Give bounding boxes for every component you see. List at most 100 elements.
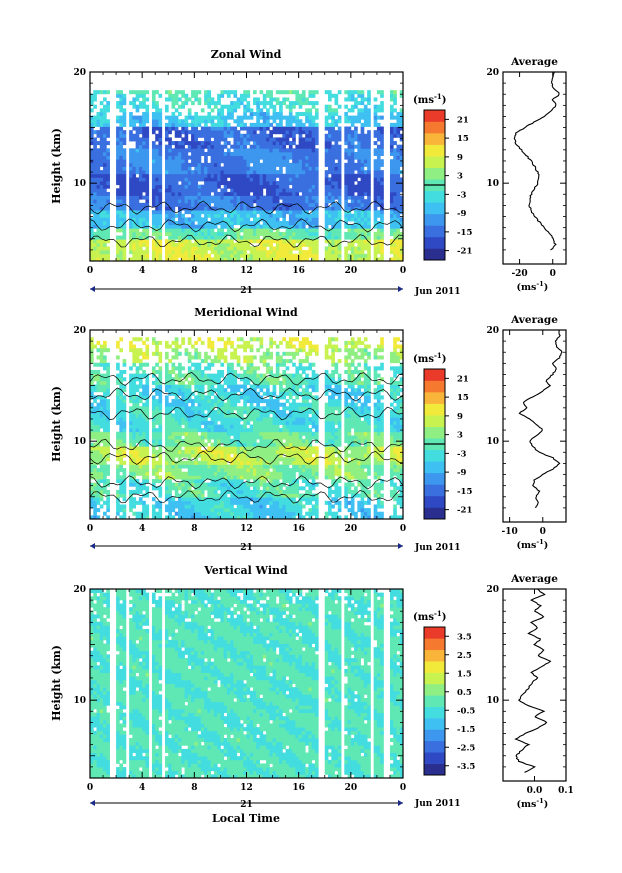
heatmap-cell [119, 504, 123, 509]
colorbar-swatch [424, 156, 445, 168]
heatmap-cell [282, 115, 287, 120]
heatmap-cell [194, 191, 198, 196]
heatmap-cell [207, 395, 212, 400]
heatmap-cell [106, 417, 110, 422]
heatmap-cell [275, 144, 280, 149]
heatmap-cell [151, 155, 156, 160]
heatmap-cell [181, 90, 185, 95]
heatmap-cell [220, 173, 225, 178]
heatmap-cell [204, 173, 208, 178]
heatmap-cell [142, 221, 146, 226]
heatmap-cell [393, 250, 397, 255]
heatmap-cell [142, 181, 146, 186]
heatmap-cell [314, 148, 319, 153]
heatmap-cell [305, 159, 309, 164]
heatmap-cell [119, 428, 123, 433]
heatmap-cell [119, 93, 123, 98]
heatmap-cell [90, 184, 94, 189]
heatmap-cell [262, 181, 267, 186]
heatmap-cell [116, 442, 120, 447]
heatmap-cell [207, 489, 212, 494]
heatmap-cell [178, 224, 182, 229]
heatmap-cell [119, 181, 123, 186]
heatmap-cell [256, 257, 260, 261]
heatmap-cell [116, 155, 120, 160]
heatmap-cell [308, 115, 313, 120]
heatmap-cell [328, 221, 332, 226]
heatmap-cell [331, 217, 335, 222]
heatmap-cell [151, 471, 156, 476]
heatmap-cell [396, 184, 401, 189]
heatmap-cell [239, 191, 244, 196]
heatmap-cell [129, 446, 133, 451]
colorbar-swatch [424, 167, 445, 180]
heatmap-cell [298, 246, 303, 251]
heatmap-cell [106, 170, 110, 175]
heatmap-cell [334, 224, 339, 229]
heatmap-cell [347, 217, 352, 222]
heatmap-cell [393, 166, 397, 171]
heatmap-cell [174, 337, 179, 342]
heatmap-cell [233, 221, 238, 226]
heatmap-cell [191, 170, 195, 175]
heatmap-cell [259, 133, 264, 138]
heatmap-cell [171, 213, 176, 218]
heatmap-cell [305, 253, 309, 258]
heatmap-cell [210, 126, 215, 131]
x-tick-label: 20 [345, 266, 358, 276]
heatmap-cell [187, 144, 192, 149]
heatmap-cell [122, 475, 127, 480]
heatmap-cell [311, 195, 316, 200]
heatmap-cell [103, 137, 107, 142]
heatmap-cell [314, 188, 319, 193]
contour-line [90, 200, 403, 215]
heatmap-cell [151, 497, 156, 502]
heatmap-cell [357, 173, 362, 178]
heatmap-cell [344, 137, 348, 142]
heatmap-cell [174, 228, 179, 233]
heatmap-cell [354, 250, 358, 255]
heatmap-cell [223, 231, 228, 236]
heatmap-cell [275, 195, 280, 200]
heatmap-cell [279, 250, 283, 255]
heatmap-cell [207, 141, 212, 146]
heatmap-cell [119, 126, 123, 131]
heatmap-cell [357, 170, 362, 175]
heatmap-cell [246, 133, 251, 138]
heatmap-cell [135, 224, 140, 229]
heatmap-cell [132, 184, 137, 189]
heatmap-cell [184, 508, 189, 513]
heatmap-cell [116, 504, 120, 509]
heatmap-cell [380, 184, 384, 189]
heatmap-cell [246, 170, 251, 175]
heatmap-cell [354, 184, 358, 189]
heatmap-cell [305, 213, 309, 218]
heatmap-cell [324, 231, 329, 236]
heatmap-cell [207, 420, 212, 425]
heatmap-cell [181, 221, 185, 226]
heatmap-cell [171, 340, 176, 345]
heatmap-cell [106, 246, 110, 251]
heatmap-cell [171, 93, 176, 98]
zonal-wind-date-label: Jun 2011 [414, 287, 461, 297]
heatmap-cell [197, 101, 202, 106]
heatmap-cell [305, 181, 309, 186]
heatmap-cell [155, 213, 159, 218]
heatmap-cell [337, 213, 342, 218]
heatmap-cell [129, 508, 133, 513]
heatmap-cell [122, 199, 127, 204]
heatmap-cell [213, 191, 218, 196]
heatmap-cell [249, 108, 254, 113]
heatmap-cell [103, 155, 107, 160]
heatmap-cell [285, 126, 290, 131]
heatmap-cell [314, 181, 319, 186]
heatmap-cell [106, 166, 110, 171]
heatmap-cell [233, 250, 238, 255]
heatmap-cell [236, 242, 241, 247]
heatmap-cell [373, 246, 378, 251]
heatmap-cell [357, 242, 362, 247]
heatmap-cell [93, 388, 97, 393]
heatmap-cell [279, 239, 283, 244]
heatmap-cell [174, 409, 179, 414]
heatmap-cell [194, 224, 198, 229]
